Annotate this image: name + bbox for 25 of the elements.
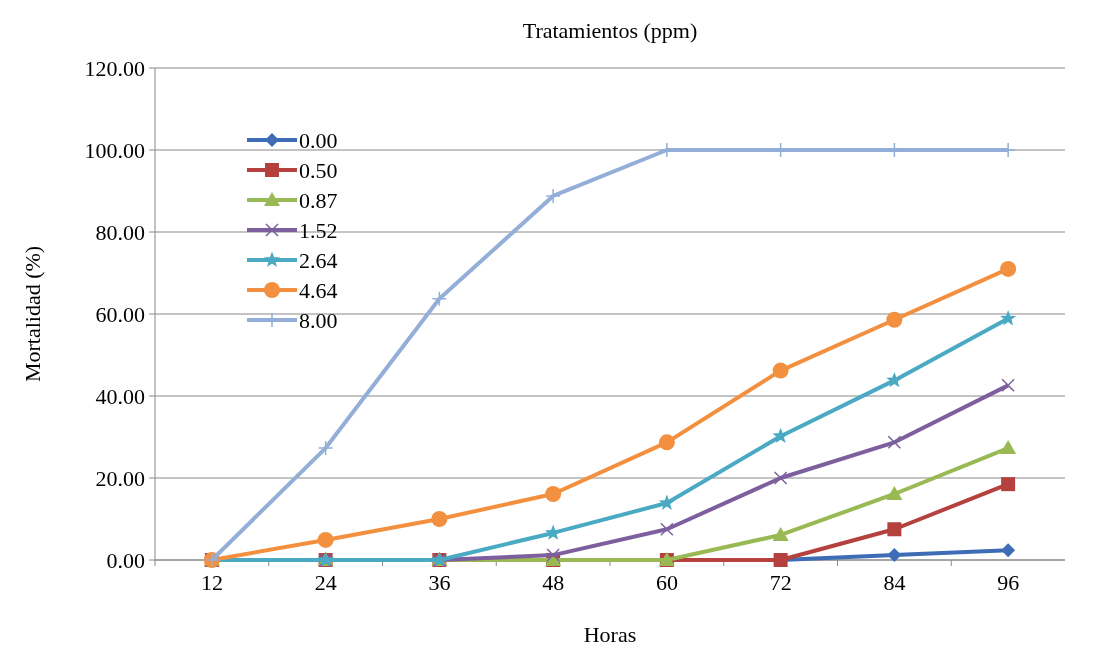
x-tick-label: 36 [428,570,451,595]
x-tick-label: 96 [997,570,1020,595]
y-tick-label: 40.00 [95,383,145,409]
x-tick-label: 84 [883,570,906,595]
legend-label: 0.50 [299,157,338,183]
x-tick-label: 72 [769,570,792,595]
x-tick-label: 48 [542,570,565,595]
legend-label: 4.64 [299,277,338,303]
y-tick-label: 0.00 [106,547,145,573]
x-tick-label: 60 [655,570,678,595]
legend-label: 0.87 [299,187,338,213]
legend-label: 8.00 [299,307,338,333]
y-axis-title: Mortalidad (%) [20,245,45,383]
y-tick-label: 20.00 [95,465,145,491]
y-tick-label: 80.00 [95,219,145,245]
y-tick-label: 60.00 [95,301,145,327]
legend-label: 0.00 [299,127,338,153]
y-tick-label: 120.00 [84,55,145,81]
x-tick-label: 12 [200,570,223,595]
x-tick-label: 24 [314,570,337,595]
x-axis-title: Horas [583,622,637,647]
y-tick-label: 100.00 [84,137,145,163]
chart-title: Tratamientos (ppm) [522,18,698,43]
legend-label: 2.64 [299,247,338,273]
legend-label: 1.52 [299,217,338,243]
